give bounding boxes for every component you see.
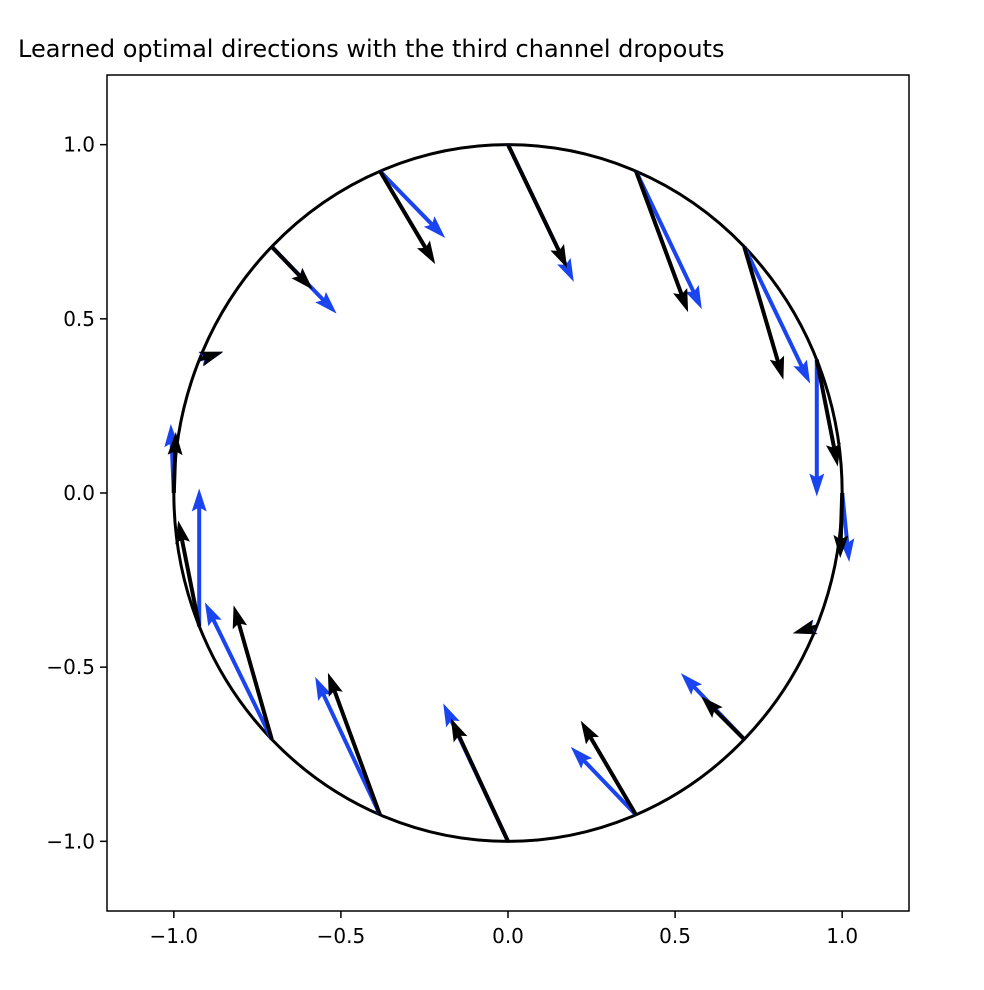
arrow <box>232 605 274 740</box>
plot-frame <box>106 74 910 912</box>
arrow <box>792 619 818 635</box>
arrow <box>175 520 202 627</box>
arrow <box>327 672 382 816</box>
arrow <box>742 246 785 380</box>
arrow <box>270 245 313 290</box>
arrow <box>742 245 811 384</box>
y-tick-label: −0.5 <box>46 655 95 679</box>
x-tick-label: 0.0 <box>492 924 524 948</box>
arrow <box>701 696 746 741</box>
arrow <box>809 359 825 497</box>
y-tick-label: −1.0 <box>46 829 95 853</box>
arrow <box>378 170 436 265</box>
arrow <box>814 359 841 467</box>
arrow <box>570 746 638 817</box>
y-tick-label: 0.0 <box>63 481 95 505</box>
chart-title: Learned optimal directions with the thir… <box>18 35 724 63</box>
x-tick-label: 0.5 <box>659 924 691 948</box>
arrow <box>315 676 382 816</box>
x-tick-label: 1.0 <box>826 924 858 948</box>
arrow <box>506 143 568 268</box>
y-tick-label: 0.5 <box>63 307 95 331</box>
arrow <box>450 718 510 843</box>
arrow <box>580 720 638 816</box>
arrow <box>378 169 446 238</box>
arrow <box>634 170 689 313</box>
arrow <box>191 488 207 627</box>
arrow <box>167 432 183 494</box>
arrow <box>198 351 224 366</box>
arrow <box>833 492 849 559</box>
x-tick-label: −1.0 <box>150 924 199 948</box>
arrow <box>204 602 274 741</box>
x-tick-label: −0.5 <box>317 924 366 948</box>
arrow <box>634 170 702 310</box>
y-tick-label: 1.0 <box>63 133 95 157</box>
